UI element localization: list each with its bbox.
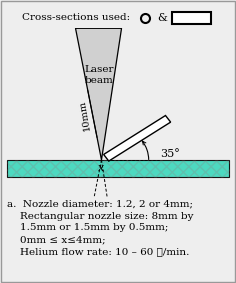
Bar: [172, 12, 211, 24]
Bar: [7, 160, 229, 177]
Bar: [7, 160, 229, 177]
Text: Cross-sections used:: Cross-sections used:: [22, 13, 131, 22]
Text: Laser
beam: Laser beam: [84, 65, 114, 85]
Text: x: x: [98, 163, 105, 173]
Text: &: &: [157, 13, 167, 23]
Text: 35°: 35°: [160, 149, 180, 158]
Text: 10mm: 10mm: [77, 99, 91, 131]
Text: a.  Nozzle diameter: 1.2, 2 or 4mm;
    Rectangular nozzle size: 8mm by
    1.5m: a. Nozzle diameter: 1.2, 2 or 4mm; Recta…: [7, 200, 194, 256]
Polygon shape: [76, 28, 122, 160]
Polygon shape: [104, 115, 171, 161]
